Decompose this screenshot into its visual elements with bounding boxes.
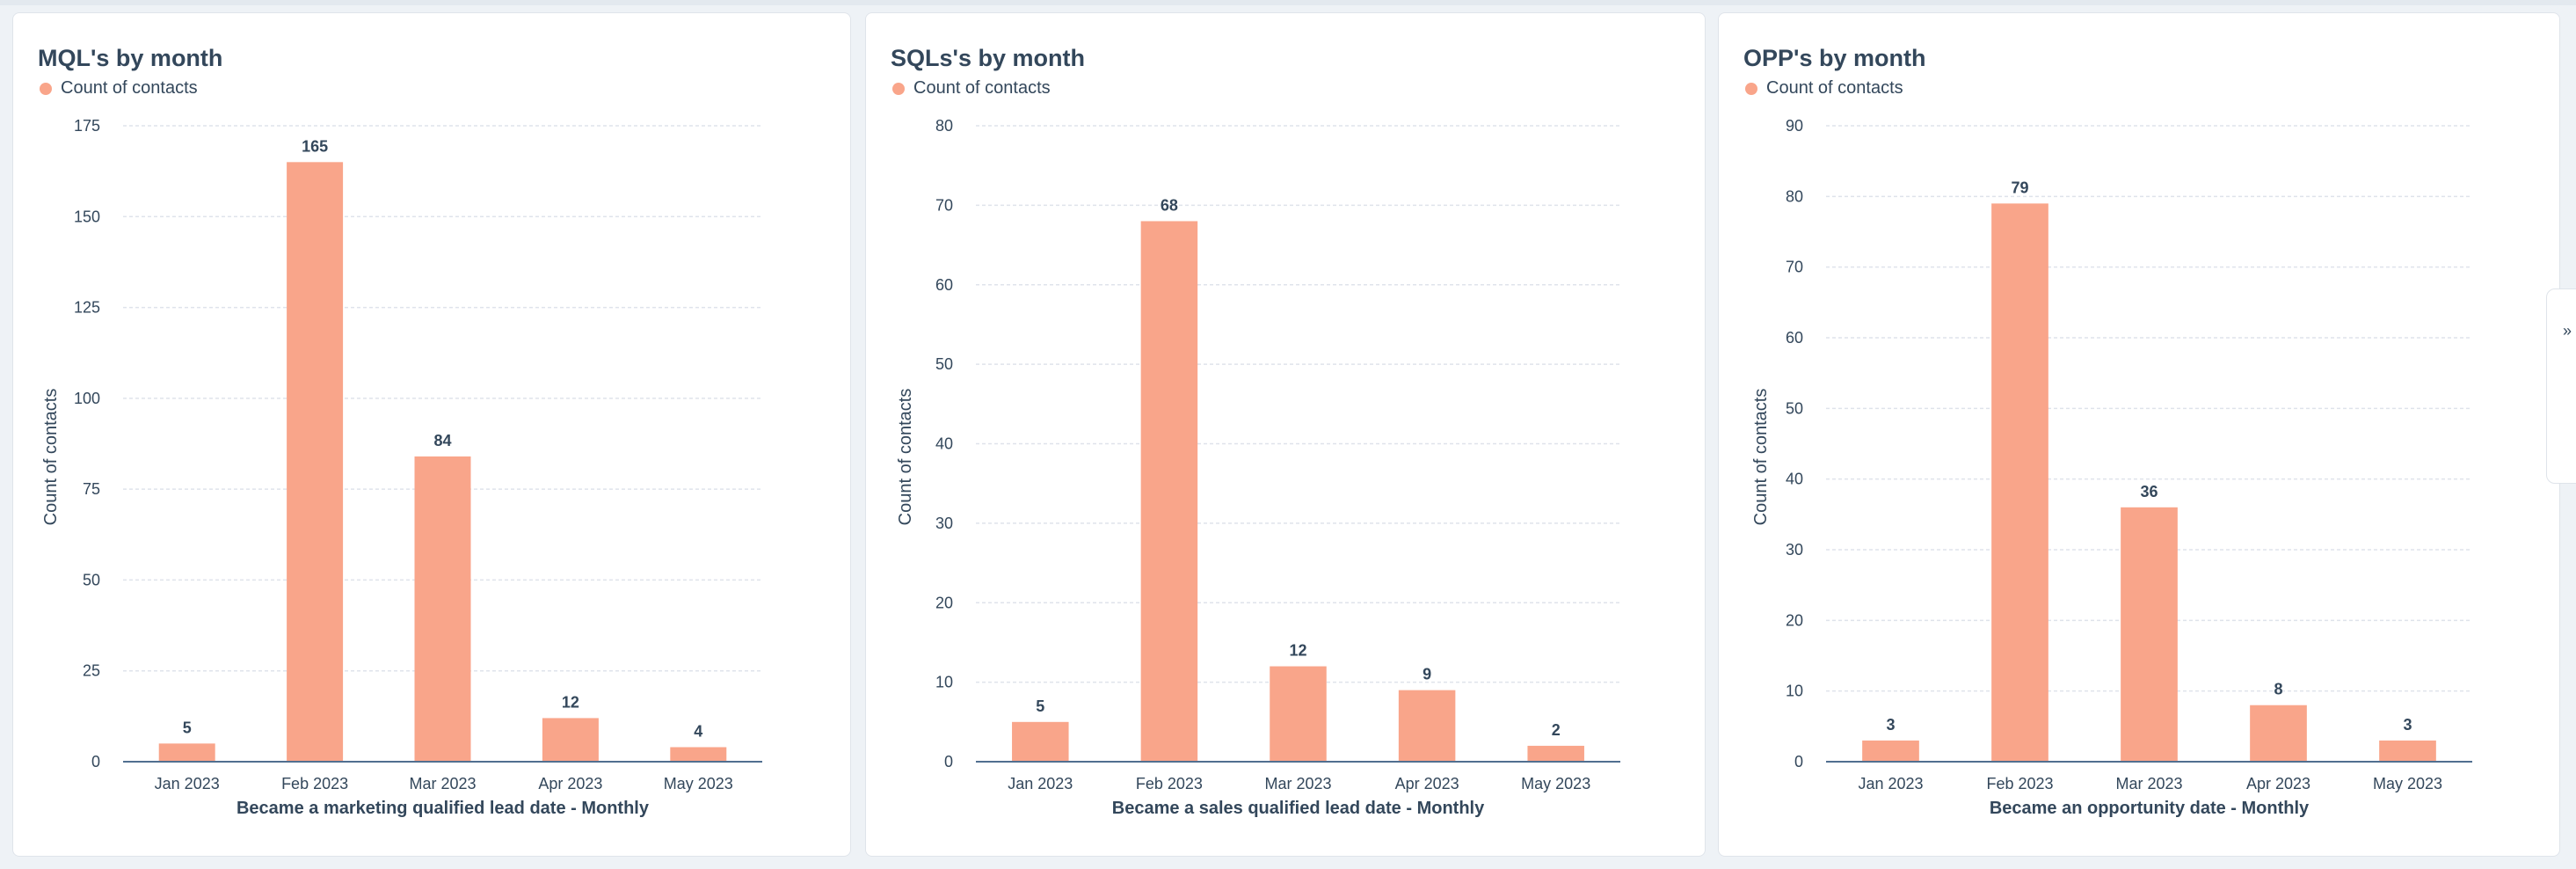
bar [542, 718, 599, 762]
chart-legend[interactable]: Count of contacts [1745, 78, 1903, 99]
data-label: 9 [1423, 666, 1431, 683]
x-tick-label: Apr 2023 [1395, 775, 1459, 792]
data-label: 3 [2403, 716, 2412, 734]
side-panel-tab[interactable]: » [2546, 288, 2576, 484]
chart-legend[interactable]: Count of contacts [40, 78, 198, 99]
x-tick-label: Feb 2023 [1986, 775, 2053, 792]
double-chevron-icon[interactable]: » [2563, 322, 2572, 340]
legend-swatch [1745, 82, 1757, 95]
bar [1862, 740, 1919, 762]
legend-swatch [40, 82, 52, 95]
bar [1140, 221, 1198, 762]
y-tick-label: 50 [1786, 399, 1803, 417]
data-label: 84 [433, 432, 451, 449]
chart-card-sql: SQLs's by month Count of contacts 0 10 20 3… [865, 12, 1706, 857]
bar [1527, 745, 1584, 762]
bar [1991, 203, 2048, 762]
chart-card-mql: MQL's by month Count of contacts 0 25 50 75… [12, 12, 851, 857]
bar [1398, 690, 1456, 762]
y-tick-label: 175 [74, 117, 100, 135]
x-tick-label: Feb 2023 [281, 775, 348, 792]
y-axis-title: Count of contacts [1751, 389, 1771, 526]
bar [414, 456, 471, 762]
y-tick-label: 10 [1786, 683, 1803, 700]
chart-title: SQLs's by month [891, 45, 1085, 71]
x-tick-label: May 2023 [1521, 775, 1590, 792]
data-label: 5 [183, 719, 192, 736]
y-tick-label: 0 [1794, 753, 1803, 770]
data-label: 165 [302, 137, 328, 155]
x-tick-label: Mar 2023 [1264, 775, 1331, 792]
chart-title: OPP's by month [1743, 45, 1926, 71]
y-tick-label: 25 [83, 662, 100, 680]
bar [2379, 740, 2436, 762]
x-axis-title: Became a marketing qualified lead date -… [236, 799, 650, 818]
y-tick-label: 70 [935, 196, 953, 214]
bar [158, 743, 215, 762]
y-tick-label: 30 [935, 515, 953, 532]
bar [287, 162, 344, 763]
x-tick-label: May 2023 [664, 775, 733, 792]
x-tick-label: Jan 2023 [155, 775, 220, 792]
x-axis-title: Became an opportunity date - Monthly [1990, 799, 2310, 818]
data-label: 8 [2274, 681, 2282, 698]
bar [1012, 721, 1069, 762]
y-tick-label: 30 [1786, 541, 1803, 559]
bar [1270, 666, 1327, 762]
y-tick-label: 75 [83, 480, 100, 498]
chart-legend[interactable]: Count of contacts [892, 78, 1051, 99]
bar [2121, 507, 2178, 762]
y-tick-label: 40 [935, 435, 953, 453]
x-tick-label: Jan 2023 [1858, 775, 1923, 792]
y-tick-label: 70 [1786, 259, 1803, 276]
legend-label: Count of contacts [61, 78, 198, 98]
legend-label: Count of contacts [913, 78, 1051, 98]
y-tick-label: 10 [935, 674, 953, 691]
chart-title: MQL's by month [38, 45, 223, 71]
x-tick-label: Apr 2023 [538, 775, 602, 792]
y-tick-label: 0 [91, 753, 100, 770]
x-tick-label: Apr 2023 [2246, 775, 2310, 792]
data-label: 12 [1289, 642, 1306, 660]
bar-chart-mql: 0 25 50 75 100 125 150 175 5 Jan 2023 165 Feb 2023 8… [41, 117, 762, 818]
y-tick-label: 80 [935, 117, 953, 135]
legend-label: Count of contacts [1766, 78, 1903, 98]
y-tick-label: 40 [1786, 471, 1803, 488]
y-tick-label: 125 [74, 299, 100, 317]
x-tick-label: Feb 2023 [1136, 775, 1203, 792]
y-tick-label: 80 [1786, 187, 1803, 205]
bar [670, 747, 727, 762]
y-tick-label: 100 [74, 390, 100, 407]
chart-card-opp: OPP's by month Count of contacts 0 10 20 30… [1718, 12, 2560, 857]
y-tick-label: 0 [944, 753, 953, 770]
x-axis-title: Became a sales qualified lead date - Mon… [1112, 799, 1485, 818]
y-tick-label: 150 [74, 208, 100, 225]
data-label: 5 [1036, 697, 1044, 715]
legend-swatch [892, 82, 905, 95]
y-axis-title: Count of contacts [41, 389, 61, 526]
x-tick-label: May 2023 [2373, 775, 2442, 792]
x-tick-label: Mar 2023 [2115, 775, 2182, 792]
y-axis-title: Count of contacts [896, 389, 915, 526]
top-strip [0, 0, 2576, 5]
data-label: 79 [2011, 179, 2028, 196]
data-label: 2 [1552, 721, 1561, 739]
data-label: 3 [1886, 716, 1895, 734]
y-tick-label: 50 [935, 355, 953, 373]
data-label: 4 [694, 722, 702, 740]
data-label: 68 [1161, 196, 1178, 214]
y-tick-label: 50 [83, 571, 100, 588]
x-tick-label: Jan 2023 [1008, 775, 1073, 792]
bar [2250, 705, 2307, 762]
bar-chart-sql: 0 10 20 30 40 50 60 70 80 5 Jan 2023 68 Feb 2023 12 Ma… [896, 117, 1620, 818]
data-label: 12 [562, 693, 579, 711]
bar-chart-opp: 0 10 20 30 40 50 60 70 80 90 3 Jan 2023 79 Feb 2023 36… [1751, 117, 2472, 818]
y-tick-label: 90 [1786, 117, 1803, 135]
y-tick-label: 60 [935, 276, 953, 294]
data-label: 36 [2140, 483, 2158, 500]
y-tick-label: 20 [935, 594, 953, 611]
y-tick-label: 20 [1786, 611, 1803, 629]
y-tick-label: 60 [1786, 329, 1803, 347]
x-tick-label: Mar 2023 [409, 775, 476, 792]
